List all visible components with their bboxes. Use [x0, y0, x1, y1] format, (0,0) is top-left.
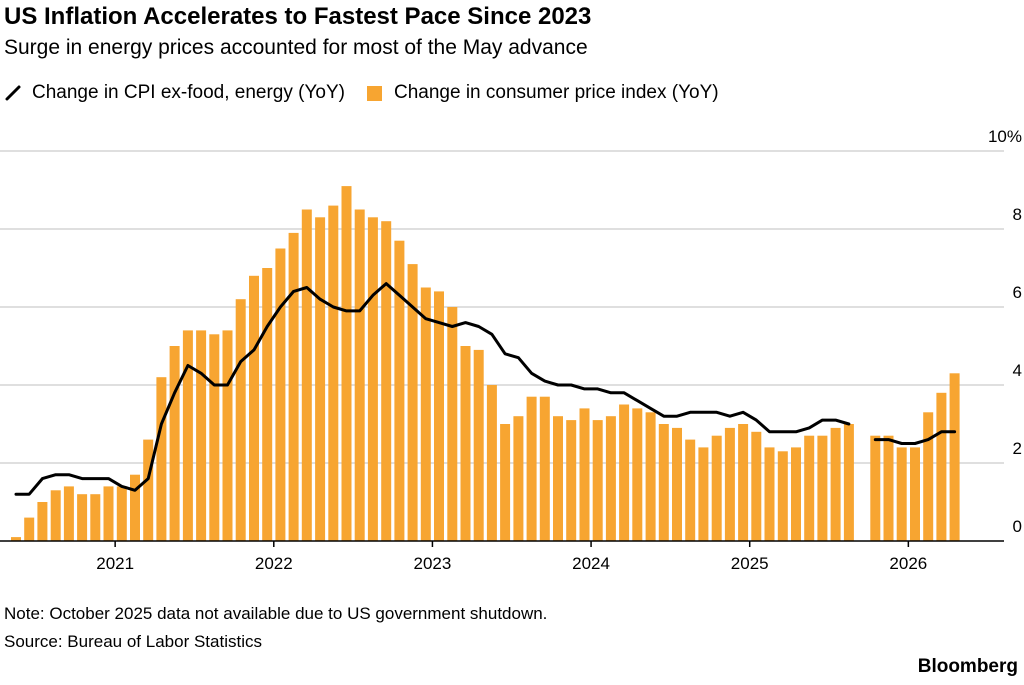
cpi-bar: [566, 420, 577, 541]
cpi-bar: [156, 377, 167, 541]
cpi-bar: [896, 447, 907, 541]
cpi-bar: [473, 349, 484, 541]
cpi-bar: [394, 240, 405, 541]
line-swatch-icon: [5, 85, 21, 101]
cpi-bar: [685, 439, 696, 541]
legend: Change in CPI ex-food, energy (YoY) Chan…: [4, 82, 741, 104]
y-tick-label: 4: [1013, 361, 1022, 380]
legend-label-cpi: Change in consumer price index (YoY): [393, 82, 719, 103]
cpi-bar: [209, 334, 220, 541]
cpi-bar: [923, 412, 934, 541]
bloomberg-logo: Bloomberg: [917, 656, 1018, 677]
cpi-bar: [275, 248, 286, 541]
chart-title: US Inflation Accelerates to Fastest Pace…: [4, 3, 592, 30]
cpi-bar: [539, 396, 550, 541]
cpi-bar: [711, 435, 722, 541]
cpi-bar: [116, 486, 127, 541]
x-tick-label: 2022: [255, 554, 293, 573]
core-cpi-line: [14, 282, 957, 496]
x-tick-label: 2023: [414, 554, 452, 573]
y-tick-label: 6: [1013, 283, 1022, 302]
cpi-bar: [605, 416, 616, 541]
chart-subtitle: Surge in energy prices accounted for mos…: [4, 36, 588, 59]
cpi-bar: [777, 451, 788, 541]
cpi-bar: [949, 373, 960, 541]
cpi-bar: [354, 209, 365, 541]
cpi-bar: [249, 275, 259, 541]
bar-swatch-icon: [366, 85, 382, 101]
cpi-bar: [870, 435, 881, 541]
cpi-bar: [724, 427, 735, 541]
chart-plot: 0 2 4 6 8 10% 2021 2022 2023 2024 2025 2026: [0, 127, 1022, 573]
cpi-bar: [843, 424, 854, 541]
cpi-bar: [328, 205, 339, 541]
cpi-bar: [619, 404, 630, 541]
cpi-bar: [367, 217, 378, 542]
x-tick-label: 2026: [889, 554, 927, 573]
cpi-bar: [526, 396, 537, 541]
y-tick-label: 2: [1013, 439, 1022, 458]
cpi-bar: [830, 427, 841, 541]
cpi-bar: [130, 474, 140, 541]
cpi-bar: [817, 435, 828, 541]
cpi-bar: [751, 431, 762, 541]
cpi-bar: [791, 447, 801, 541]
cpi-bar: [90, 494, 101, 541]
cpi-bar: [182, 330, 193, 541]
cpi-bar: [235, 299, 246, 541]
y-tick-label: 0: [1013, 517, 1022, 536]
cpi-bar: [672, 427, 682, 541]
x-tick-label: 2025: [731, 554, 769, 573]
cpi-bar: [63, 486, 74, 541]
cpi-bar: [37, 502, 48, 541]
cpi-bar: [222, 330, 233, 541]
cpi-bar: [592, 420, 603, 541]
cpi-bar: [315, 217, 326, 542]
cpi-bar: [24, 517, 35, 541]
cpi-bar: [434, 291, 444, 541]
cpi-bar: [738, 424, 749, 541]
cpi-bar: [764, 447, 775, 541]
cpi-bar: [196, 330, 207, 541]
cpi-bar: [645, 412, 656, 541]
cpi-bar: [407, 264, 418, 541]
cpi-bar: [288, 232, 299, 541]
cpi-bar: [500, 424, 511, 541]
cpi-bar: [883, 435, 894, 541]
cpi-bar: [698, 447, 709, 541]
cpi-bar: [553, 416, 563, 541]
cpi-bar: [420, 287, 431, 541]
cpi-bar: [579, 408, 590, 541]
cpi-bar: [460, 346, 471, 541]
cpi-bar: [804, 435, 815, 541]
cpi-bar: [77, 494, 88, 541]
cpi-bar: [169, 346, 180, 541]
cpi-bar: [381, 221, 392, 541]
cpi-bar: [103, 486, 114, 541]
x-tick-label: 2021: [96, 554, 134, 573]
cpi-bar: [632, 408, 643, 541]
cpi-bar: [658, 424, 669, 541]
y-tick-label: 10%: [988, 127, 1022, 146]
cpi-bar: [447, 307, 458, 541]
legend-item-cpi: Change in consumer price index (YoY): [366, 82, 719, 104]
cpi-bar: [301, 209, 312, 541]
legend-item-core-cpi: Change in CPI ex-food, energy (YoY): [4, 82, 345, 104]
chart-note: Note: October 2025 data not available du…: [4, 604, 548, 623]
cpi-bar: [910, 447, 920, 541]
legend-label-core-cpi: Change in CPI ex-food, energy (YoY): [32, 82, 345, 103]
cpi-bar: [486, 385, 497, 541]
chart-source: Source: Bureau of Labor Statistics: [4, 632, 262, 651]
x-tick-label: 2024: [572, 554, 610, 573]
cpi-bar: [513, 416, 524, 541]
y-tick-label: 8: [1013, 205, 1022, 224]
cpi-bar: [11, 537, 21, 541]
cpi-bar: [936, 392, 947, 541]
cpi-bar: [262, 268, 273, 541]
cpi-bar: [50, 490, 61, 541]
cpi-bar: [143, 439, 154, 541]
cpi-bar: [341, 186, 352, 541]
